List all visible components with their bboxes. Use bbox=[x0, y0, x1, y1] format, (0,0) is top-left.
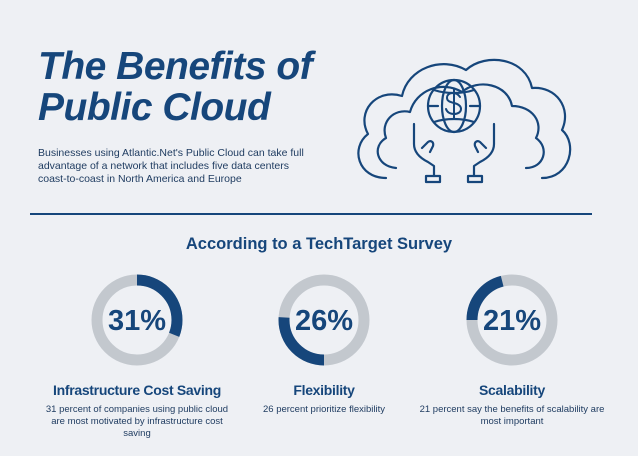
cloud-globe-hands-dollar-icon bbox=[357, 58, 572, 184]
stat-title: Scalability bbox=[479, 382, 545, 398]
globe-icon bbox=[426, 78, 482, 134]
percent-label: 31% bbox=[108, 305, 166, 337]
left-hand-icon bbox=[412, 122, 436, 178]
ring-fill bbox=[91, 274, 183, 366]
stat-description: 26 percent prioritize flexibility bbox=[263, 404, 385, 415]
donut-chart: 26% bbox=[278, 274, 370, 366]
donut-chart: 31% bbox=[91, 274, 183, 366]
percent-label: 21% bbox=[483, 305, 541, 337]
ring-fill bbox=[278, 274, 370, 366]
page-title: The Benefits of Public Cloud bbox=[38, 45, 313, 129]
stat-scalability: 21% Scalability 21 percent say the benef… bbox=[412, 272, 612, 428]
cloud-outer-icon bbox=[357, 58, 572, 180]
survey-heading: According to a TechTarget Survey bbox=[185, 235, 453, 253]
stat-description: 21 percent say the benefits of scalabili… bbox=[419, 404, 605, 427]
stat-title: Flexibility bbox=[293, 382, 355, 398]
stat-infrastructure-cost-saving: 31% Infrastructure Cost Saving 31 percen… bbox=[37, 272, 237, 440]
dollar-icon bbox=[445, 88, 462, 119]
ring-fill bbox=[466, 274, 558, 366]
donut-chart: 21% bbox=[466, 274, 558, 366]
section-divider bbox=[30, 213, 592, 215]
stat-flexibility: 26% Flexibility 26 percent prioritize fl… bbox=[224, 272, 424, 416]
stat-title: Infrastructure Cost Saving bbox=[52, 382, 221, 398]
percent-label: 26% bbox=[295, 305, 353, 337]
stat-description: 31 percent of companies using public clo… bbox=[45, 404, 229, 439]
right-hand-icon bbox=[472, 122, 496, 178]
title-line-2: Public Cloud bbox=[38, 86, 271, 129]
intro-text: Businesses using Atlantic.Net's Public C… bbox=[38, 147, 304, 185]
title-line-1: The Benefits of bbox=[38, 45, 313, 88]
